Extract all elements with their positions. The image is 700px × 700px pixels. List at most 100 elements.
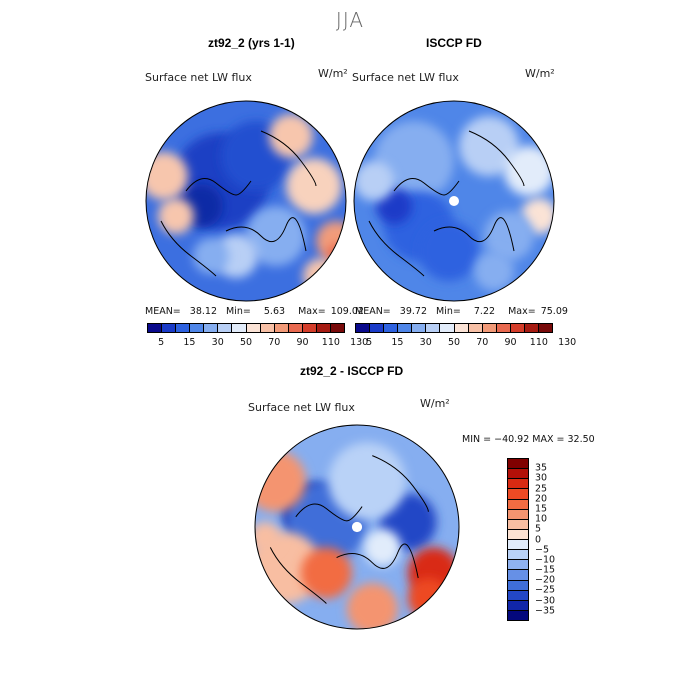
right-max-label: Max=	[508, 306, 536, 317]
colorbar-swatch	[524, 324, 540, 332]
colorbar-swatch	[331, 324, 345, 332]
map-field-patch	[328, 442, 406, 520]
colorbar-tick-label: 35	[535, 462, 548, 474]
colorbar-tick-label: 5	[366, 337, 373, 348]
colorbar-tick-label: 30	[211, 337, 224, 348]
map-field-patch	[364, 529, 401, 566]
right-variable-label: Surface net LW flux	[352, 71, 459, 84]
colorbar-tick-label: 25	[535, 483, 548, 495]
map-field-patch	[286, 158, 342, 214]
colorbar-swatch	[508, 580, 528, 591]
coastline	[393, 178, 460, 196]
colorbar-tick-label: −20	[535, 574, 556, 586]
colorbar-tick-label: 20	[535, 493, 548, 505]
left-panel-title: zt92_2 (yrs 1-1)	[208, 36, 295, 50]
colorbar-tick-label: 70	[268, 337, 281, 348]
map-field-patch	[504, 146, 554, 196]
colorbar-tick-label: 0	[535, 534, 542, 545]
colorbar-swatch	[482, 324, 497, 332]
right-min-label: Min=	[436, 306, 461, 317]
colorbar-tick-label: 30	[535, 472, 548, 484]
colorbar-tick-label: 130	[558, 337, 577, 348]
diff-unit-label: W/m²	[420, 397, 450, 410]
colorbar-tick-label: −5	[535, 544, 550, 556]
map-field-patch	[474, 251, 514, 291]
map-field-patch	[408, 578, 449, 619]
colorbar-swatch	[508, 459, 528, 470]
diff-colorbar	[507, 458, 529, 621]
right-mean-label: MEAN=	[355, 306, 391, 317]
diff-variable-label: Surface net LW flux	[248, 401, 355, 414]
diff-panel-title: zt92_2 - ISCCP FD	[300, 364, 404, 378]
map-field-patch	[300, 547, 352, 599]
left-colorbar	[147, 323, 345, 333]
colorbar-swatch	[370, 324, 385, 332]
colorbar-swatch	[508, 499, 528, 510]
colorbar-swatch	[148, 324, 163, 332]
colorbar-tick-label: −35	[535, 605, 556, 617]
colorbar-swatch	[508, 570, 528, 581]
left-unit-label: W/m²	[318, 67, 348, 80]
coastline	[368, 220, 425, 277]
colorbar-tick-label: 90	[296, 337, 309, 348]
map-field-patch	[316, 221, 346, 261]
left-min-value: 5.63	[263, 306, 286, 317]
colorbar-tick-label: 15	[535, 503, 548, 515]
map-field-patch	[303, 258, 339, 294]
colorbar-swatch	[508, 509, 528, 520]
colorbar-swatch	[508, 610, 528, 620]
colorbar-swatch	[454, 324, 469, 332]
colorbar-swatch	[260, 324, 275, 332]
map-boundary	[353, 100, 555, 302]
right-mean-value: 39.72	[399, 306, 427, 317]
right-colorbar	[355, 323, 553, 333]
left-max-label: Max=	[298, 306, 326, 317]
right-stats: MEAN= 39.72 Min= 7.22 Max= 75.09	[355, 306, 568, 317]
colorbar-tick-label: 10	[535, 513, 548, 525]
colorbar-swatch	[508, 519, 528, 530]
colorbar-swatch	[440, 324, 455, 332]
map-field-patch	[419, 221, 479, 281]
colorbar-swatch	[398, 324, 413, 332]
map-field-patch	[246, 206, 306, 266]
colorbar-tick-label: 70	[476, 337, 489, 348]
coastline	[269, 547, 327, 604]
left-stats: MEAN= 38.12 Min= 5.63 Max= 109.02	[145, 306, 364, 317]
colorbar-swatch	[274, 324, 289, 332]
diff-colorbar-ticks: 35 30 25 20 15 10 5 0 −5 −10 −15 −20 −25 −30 −35	[535, 458, 575, 621]
colorbar-swatch	[204, 324, 219, 332]
colorbar-tick-label: −15	[535, 564, 556, 576]
colorbar-tick-label: 15	[391, 337, 404, 348]
colorbar-swatch	[508, 550, 528, 561]
colorbar-tick-label: 5	[535, 523, 542, 535]
left-colorbar-ticks: 5 15 30 50 70 90 110 130	[147, 337, 368, 349]
colorbar-swatch	[510, 324, 525, 332]
colorbar-tick-label: 130	[350, 337, 369, 348]
coastline	[185, 178, 252, 196]
colorbar-tick-label: 110	[321, 337, 340, 348]
colorbar-swatch	[162, 324, 177, 332]
colorbar-tick-label: 90	[504, 337, 517, 348]
right-panel-title: ISCCP FD	[426, 36, 482, 50]
diff-polar-map	[254, 424, 460, 630]
coastline	[468, 130, 525, 187]
left-max-value: 109.02	[330, 306, 364, 317]
coastline	[336, 543, 419, 579]
coastline	[225, 217, 307, 252]
colorbar-tick-label: 50	[447, 337, 461, 348]
right-polar-map	[353, 100, 555, 302]
colorbar-tick-label: −30	[535, 595, 556, 607]
left-min-label: Min=	[226, 306, 251, 317]
right-colorbar-ticks: 5 15 30 50 70 90 110 130	[355, 337, 576, 349]
colorbar-swatch	[508, 469, 528, 480]
colorbar-swatch	[508, 600, 528, 611]
map-field-patch	[354, 161, 394, 201]
colorbar-swatch	[302, 324, 317, 332]
colorbar-swatch	[288, 324, 303, 332]
map-field-patch	[255, 521, 281, 553]
map-field-patch	[484, 211, 534, 261]
map-boundary	[145, 100, 347, 302]
colorbar-tick-label: 30	[419, 337, 432, 348]
colorbar-swatch	[412, 324, 427, 332]
colorbar-swatch	[539, 324, 553, 332]
